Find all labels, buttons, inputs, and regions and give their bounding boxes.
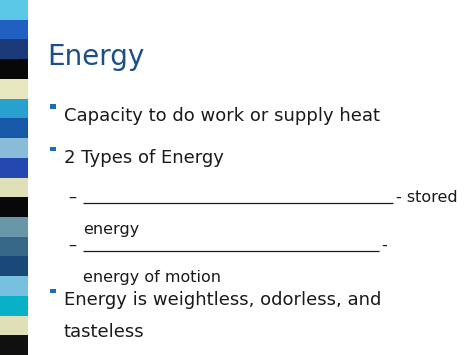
- Text: Energy: Energy: [47, 43, 144, 71]
- Bar: [0, 59, 28, 79]
- Bar: [0, 237, 28, 256]
- Bar: [0, 118, 28, 138]
- Bar: [0, 296, 28, 316]
- Bar: [0, 316, 28, 335]
- Bar: [0, 20, 28, 39]
- Text: –: –: [69, 238, 77, 253]
- Text: energy of motion: energy of motion: [83, 270, 221, 285]
- Text: 2 Types of Energy: 2 Types of Energy: [64, 149, 224, 167]
- Text: Energy is weightless, odorless, and: Energy is weightless, odorless, and: [64, 291, 382, 309]
- Text: tasteless: tasteless: [64, 323, 145, 341]
- Bar: [0, 138, 28, 158]
- Bar: [50, 147, 56, 151]
- Bar: [0, 256, 28, 276]
- Text: –: –: [69, 190, 77, 205]
- Bar: [0, 335, 28, 355]
- Bar: [0, 99, 28, 118]
- Bar: [0, 79, 28, 99]
- Bar: [0, 0, 28, 20]
- Bar: [50, 289, 56, 293]
- Text: -: -: [382, 238, 387, 253]
- Text: Capacity to do work or supply heat: Capacity to do work or supply heat: [64, 106, 380, 125]
- Bar: [0, 158, 28, 178]
- Text: energy: energy: [83, 222, 139, 237]
- Text: - stored: - stored: [396, 190, 457, 205]
- Bar: [0, 39, 28, 59]
- Bar: [0, 276, 28, 296]
- Bar: [0, 217, 28, 237]
- Bar: [0, 178, 28, 197]
- Bar: [50, 104, 56, 109]
- Bar: [0, 197, 28, 217]
